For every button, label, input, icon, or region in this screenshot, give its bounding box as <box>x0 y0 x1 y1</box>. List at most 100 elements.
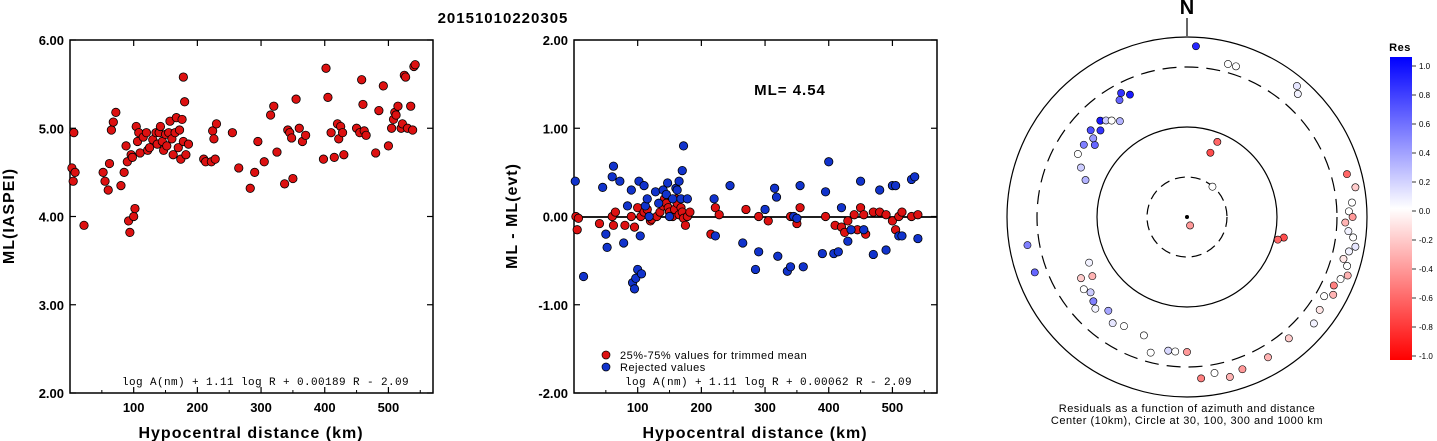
data-point <box>610 207 620 217</box>
data-point <box>272 147 282 157</box>
station-point <box>1343 262 1351 270</box>
station-point <box>1186 221 1194 230</box>
data-point <box>288 173 298 184</box>
data-point <box>620 220 630 230</box>
x-tick-label: 500 <box>378 400 400 415</box>
data-point <box>391 110 401 120</box>
colorbar-tick-label: 0.6 <box>1419 120 1431 129</box>
station-point <box>1349 233 1358 242</box>
data-point <box>773 251 783 261</box>
data-point <box>602 242 612 252</box>
station-point <box>1077 163 1085 172</box>
station-point <box>1264 353 1272 362</box>
data-point <box>174 125 185 135</box>
y-tick-label: 4.00 <box>39 210 64 225</box>
data-point <box>108 117 118 127</box>
data-point <box>672 185 682 195</box>
colorbar-tick-label: -1.0 <box>1419 352 1433 361</box>
data-point <box>685 207 695 217</box>
data-point <box>301 130 311 140</box>
station-point <box>1120 322 1128 331</box>
data-point <box>598 182 608 192</box>
data-point <box>294 123 304 133</box>
data-point <box>358 99 368 110</box>
data-point <box>266 110 276 120</box>
station-point <box>1345 207 1353 216</box>
data-point <box>130 203 140 214</box>
data-point <box>663 178 673 188</box>
data-point <box>234 163 244 173</box>
data-point <box>406 101 416 111</box>
station-point <box>1096 126 1105 135</box>
data-point <box>868 249 878 260</box>
data-point <box>741 204 751 215</box>
colorbar-tick-label: -0.6 <box>1419 294 1433 303</box>
data-point <box>357 75 367 85</box>
station-point <box>1273 235 1282 244</box>
data-point <box>155 121 166 132</box>
station-point <box>1077 274 1085 283</box>
station-point <box>1293 82 1301 90</box>
station-point <box>1351 183 1360 192</box>
station-point <box>1079 140 1088 149</box>
station-point <box>1089 297 1098 306</box>
colorbar-tick-label: 0.8 <box>1419 91 1431 100</box>
data-point <box>339 150 349 160</box>
x-tick-label: 400 <box>818 400 840 415</box>
y-axis-label: ML - ML(evt) <box>504 163 521 269</box>
data-point <box>820 211 831 222</box>
data-point <box>913 233 923 244</box>
axis-ticks: -2.00 -1.00 0.00 1.00 2.00 100 200 300 400 500 <box>538 33 937 415</box>
axis-ticks: 2.00 3.00 4.00 5.00 6.00 100 200 300 400 500 <box>39 33 433 415</box>
epicenter-marker <box>1185 215 1189 219</box>
station-point <box>1104 306 1113 315</box>
data-point <box>106 125 116 135</box>
y-tick-label: 2.00 <box>543 33 568 48</box>
data-point <box>321 63 331 73</box>
station-point <box>1238 365 1247 374</box>
ring-100km <box>1096 126 1278 308</box>
data-points <box>570 141 923 294</box>
data-point <box>572 225 582 235</box>
data-point <box>629 284 640 294</box>
station-point <box>1206 148 1215 157</box>
station-point <box>1090 141 1099 149</box>
x-axis-label: Hypocentral distance (km) <box>138 425 363 441</box>
colorbar-tick-label: -0.2 <box>1419 236 1433 245</box>
data-point <box>714 210 724 220</box>
data-point <box>173 143 183 153</box>
data-point <box>135 148 145 158</box>
station-point <box>1320 292 1329 301</box>
data-point <box>795 181 805 191</box>
ml-value-annotation: ML= 4.54 <box>754 82 826 99</box>
data-point <box>820 187 831 197</box>
data-point <box>849 210 859 220</box>
data-point <box>910 172 920 182</box>
data-point <box>269 101 279 111</box>
data-point <box>209 134 219 144</box>
data-point <box>680 220 691 230</box>
data-point <box>408 125 418 135</box>
data-point <box>897 231 907 241</box>
station-point <box>1126 90 1134 99</box>
plot-frame <box>69 39 434 394</box>
station-point <box>1343 271 1352 280</box>
station-point <box>1115 96 1124 104</box>
data-point <box>323 92 333 102</box>
data-point <box>843 216 853 226</box>
x-tick-label: 100 <box>123 400 145 415</box>
data-point <box>654 198 664 208</box>
station-point <box>1079 285 1088 294</box>
figure-title: 20151010220305 <box>438 10 569 27</box>
data-point <box>259 157 269 167</box>
x-tick-label: 100 <box>627 400 649 415</box>
legend-marker-trimmed <box>601 350 611 360</box>
caption-line-1: Residuals as a function of azimuth and d… <box>1059 403 1315 415</box>
data-point <box>792 213 802 223</box>
data-point <box>639 181 649 191</box>
data-point <box>69 128 79 138</box>
data-point <box>661 189 671 200</box>
station-point <box>1210 369 1219 377</box>
data-point <box>881 245 891 255</box>
